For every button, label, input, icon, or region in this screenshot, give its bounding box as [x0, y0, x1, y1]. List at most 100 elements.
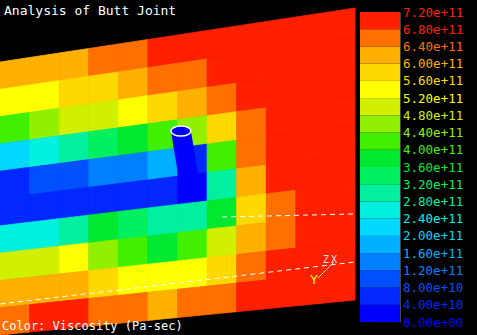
- cell: [30, 108, 60, 140]
- tick-label: 7.20e+11: [403, 5, 463, 20]
- cell: [148, 92, 178, 124]
- colorbar-band: [360, 219, 400, 236]
- cell: [296, 158, 326, 191]
- cell: [178, 286, 208, 317]
- tick-label: 8.00e+10: [403, 280, 463, 295]
- cell: [0, 140, 30, 171]
- cell: [207, 197, 237, 229]
- cell: [207, 55, 237, 88]
- background: [0, 0, 477, 335]
- cell: [30, 81, 60, 113]
- tick: 6.40e+11: [400, 39, 463, 54]
- cell: [237, 165, 267, 197]
- tick-label: 6.40e+11: [403, 39, 463, 54]
- axis-label: Y: [310, 272, 318, 287]
- plot-area: [0, 8, 355, 335]
- cell: [266, 17, 296, 50]
- tick-label: 5.20e+11: [403, 91, 463, 106]
- cell: [266, 277, 296, 309]
- colorbar-band: [360, 115, 400, 132]
- tick: 0.00e+00: [400, 315, 463, 330]
- tick: 4.40e+11: [400, 125, 463, 140]
- cell: [237, 251, 267, 283]
- tick: 4.80e+11: [400, 108, 463, 123]
- cell: [59, 187, 89, 218]
- cell: [148, 205, 178, 237]
- cell: [325, 66, 355, 99]
- tick: 7.20e+11: [400, 5, 463, 20]
- colorbar-band: [360, 184, 400, 201]
- tick-label: 5.60e+11: [403, 73, 463, 88]
- colorbar-band: [360, 236, 400, 253]
- cell: [237, 22, 267, 55]
- colorbar-band: [360, 46, 400, 63]
- cell: [0, 112, 30, 143]
- tick-label: 4.00e+11: [403, 142, 463, 157]
- cell: [89, 184, 119, 215]
- cell: [237, 108, 267, 141]
- tick: 8.00e+10: [400, 280, 463, 295]
- tick: 6.80e+11: [400, 22, 463, 37]
- axis-line: [400, 13, 401, 323]
- cell: [89, 156, 119, 188]
- cell: [118, 208, 148, 239]
- cell: [237, 194, 267, 226]
- cell: [325, 183, 355, 216]
- colorbar-axis: 0.00e+00 4.00e+10 8.00e+10 1.20e+11 1.60e+11…: [400, 5, 463, 330]
- cell: [89, 72, 119, 104]
- colorbar-band: [360, 98, 400, 115]
- cell: [148, 233, 178, 264]
- cell: [30, 246, 60, 277]
- cell: [59, 49, 89, 81]
- tick: 2.40e+11: [400, 211, 463, 226]
- pin-top: [171, 126, 191, 136]
- colorbar-band: [360, 288, 400, 305]
- colorbar-band: [360, 305, 400, 322]
- cell: [325, 125, 355, 158]
- tick: 4.00e+10: [400, 297, 463, 312]
- colorbar-band: [360, 133, 400, 150]
- cell: [207, 83, 237, 116]
- cell: [30, 274, 60, 305]
- tick-label: 3.60e+11: [403, 160, 463, 175]
- cells: [0, 8, 355, 335]
- cell: [148, 35, 178, 68]
- tool-pin: [171, 126, 200, 191]
- pin-body: [171, 131, 200, 191]
- cell: [325, 37, 355, 70]
- cell: [148, 176, 178, 208]
- colorbar-band: [360, 253, 400, 270]
- triad-line: [318, 270, 326, 278]
- cell: [0, 167, 30, 198]
- colorbar-band: [360, 150, 400, 167]
- cell: [266, 104, 296, 137]
- colorbar-band: [360, 12, 400, 29]
- cell: [89, 100, 119, 132]
- tick: 1.20e+11: [400, 263, 463, 278]
- cell: [266, 219, 296, 251]
- cell: [325, 154, 355, 187]
- cell: [325, 96, 355, 129]
- cell: [0, 58, 30, 90]
- tick: 6.00e+11: [400, 56, 463, 71]
- cell: [118, 236, 148, 267]
- tick-label: 2.40e+11: [403, 211, 463, 226]
- colorbar-band: [360, 81, 400, 98]
- cell: [178, 87, 208, 119]
- cell: [178, 229, 208, 261]
- cell: [178, 258, 208, 289]
- colorbar-band: [360, 167, 400, 184]
- tick: 1.60e+11: [400, 246, 463, 261]
- tick-label: 0.00e+00: [403, 315, 463, 330]
- cell: [296, 42, 326, 75]
- tick-label: 1.60e+11: [403, 246, 463, 261]
- cell: [30, 163, 60, 194]
- cell: [237, 280, 267, 312]
- tick-label: 4.40e+11: [403, 125, 463, 140]
- tick: 2.80e+11: [400, 194, 463, 209]
- cell: [30, 53, 60, 85]
- cell: [59, 76, 89, 108]
- tick-label: 4.00e+10: [403, 297, 463, 312]
- cell: [148, 148, 178, 180]
- tick-label: 6.00e+11: [403, 56, 463, 71]
